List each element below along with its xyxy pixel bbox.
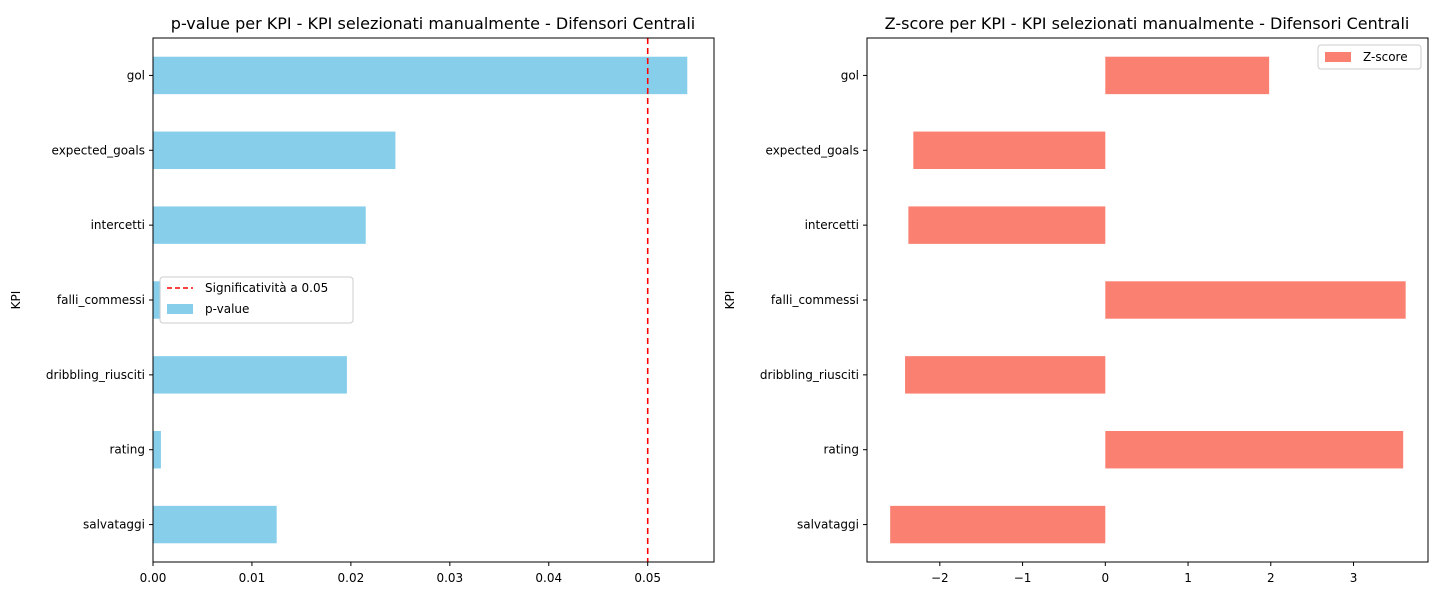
legend: Significatività a 0.05 p-value	[159, 276, 354, 324]
bar-falli-commessi	[1105, 281, 1406, 319]
y-tick-label-salvataggi: salvataggi	[83, 518, 145, 532]
pvalue-chart: p-value per KPI - KPI selezionati manual…	[9, 14, 715, 585]
x-tick-label: 0	[1101, 571, 1109, 585]
y-axis-label: KPI	[9, 291, 23, 310]
bar-falli-commessi	[153, 281, 161, 319]
x-tick-label: 0.01	[239, 571, 266, 585]
y-tick-label-gol: gol	[127, 68, 145, 82]
y-tick-label-gol: gol	[841, 68, 859, 82]
legend-label-zscore: Z-score	[1363, 50, 1408, 64]
y-tick-label-rating: rating	[109, 443, 145, 457]
x-tick-label: 0.04	[535, 571, 562, 585]
y-tick-label-expected-goals: expected_goals	[52, 143, 145, 157]
legend-box	[1317, 44, 1422, 70]
bar-expected-goals	[153, 131, 396, 169]
legend: Z-score	[1317, 44, 1422, 70]
legend-swatch-zscore	[1325, 52, 1351, 62]
bar-gol	[1105, 56, 1270, 95]
bar-gol	[153, 56, 688, 95]
legend-swatch-pvalue	[167, 304, 193, 314]
legend-label-pvalue: p-value	[205, 302, 249, 316]
bar-dribbling-riusciti	[153, 356, 347, 394]
y-tick-label-falli-commessi: falli_commessi	[771, 293, 859, 307]
y-tick-label-expected-goals: expected_goals	[766, 143, 859, 157]
x-tick-label: 1	[1184, 571, 1192, 585]
x-tick-label: −1	[1014, 571, 1032, 585]
bar-salvataggi	[890, 505, 1106, 544]
x-tick-label: 0.02	[338, 571, 365, 585]
y-tick-label-rating: rating	[823, 443, 859, 457]
x-tick-label: 0.00	[140, 571, 167, 585]
x-tick-label: 0.05	[634, 571, 661, 585]
bar-rating	[1105, 431, 1404, 469]
legend-label-threshold: Significatività a 0.05	[205, 281, 328, 295]
zscore-chart: Z-score per KPI - KPI selezionati manual…	[723, 14, 1429, 585]
x-tick-label: 0.03	[436, 571, 463, 585]
chart-title: Z-score per KPI - KPI selezionati manual…	[885, 14, 1410, 33]
x-tick-label: −2	[931, 571, 949, 585]
x-tick-label: 3	[1350, 571, 1358, 585]
chart-title: p-value per KPI - KPI selezionati manual…	[171, 14, 695, 33]
x-tick-label: 2	[1267, 571, 1275, 585]
bar-intercetti	[153, 206, 366, 244]
y-tick-label-dribbling-riusciti: dribbling_riusciti	[760, 368, 859, 382]
bar-dribbling-riusciti	[905, 356, 1106, 394]
legend-box	[159, 276, 354, 324]
y-tick-label-salvataggi: salvataggi	[797, 518, 859, 532]
y-tick-label-intercetti: intercetti	[91, 218, 145, 232]
y-tick-label-dribbling-riusciti: dribbling_riusciti	[46, 368, 145, 382]
y-tick-label-falli-commessi: falli_commessi	[57, 293, 145, 307]
bar-intercetti	[908, 206, 1106, 244]
bar-salvataggi	[153, 505, 277, 544]
y-tick-label-intercetti: intercetti	[805, 218, 859, 232]
bar-expected-goals	[913, 131, 1106, 169]
bar-rating	[153, 431, 161, 469]
y-axis-label: KPI	[723, 291, 737, 310]
